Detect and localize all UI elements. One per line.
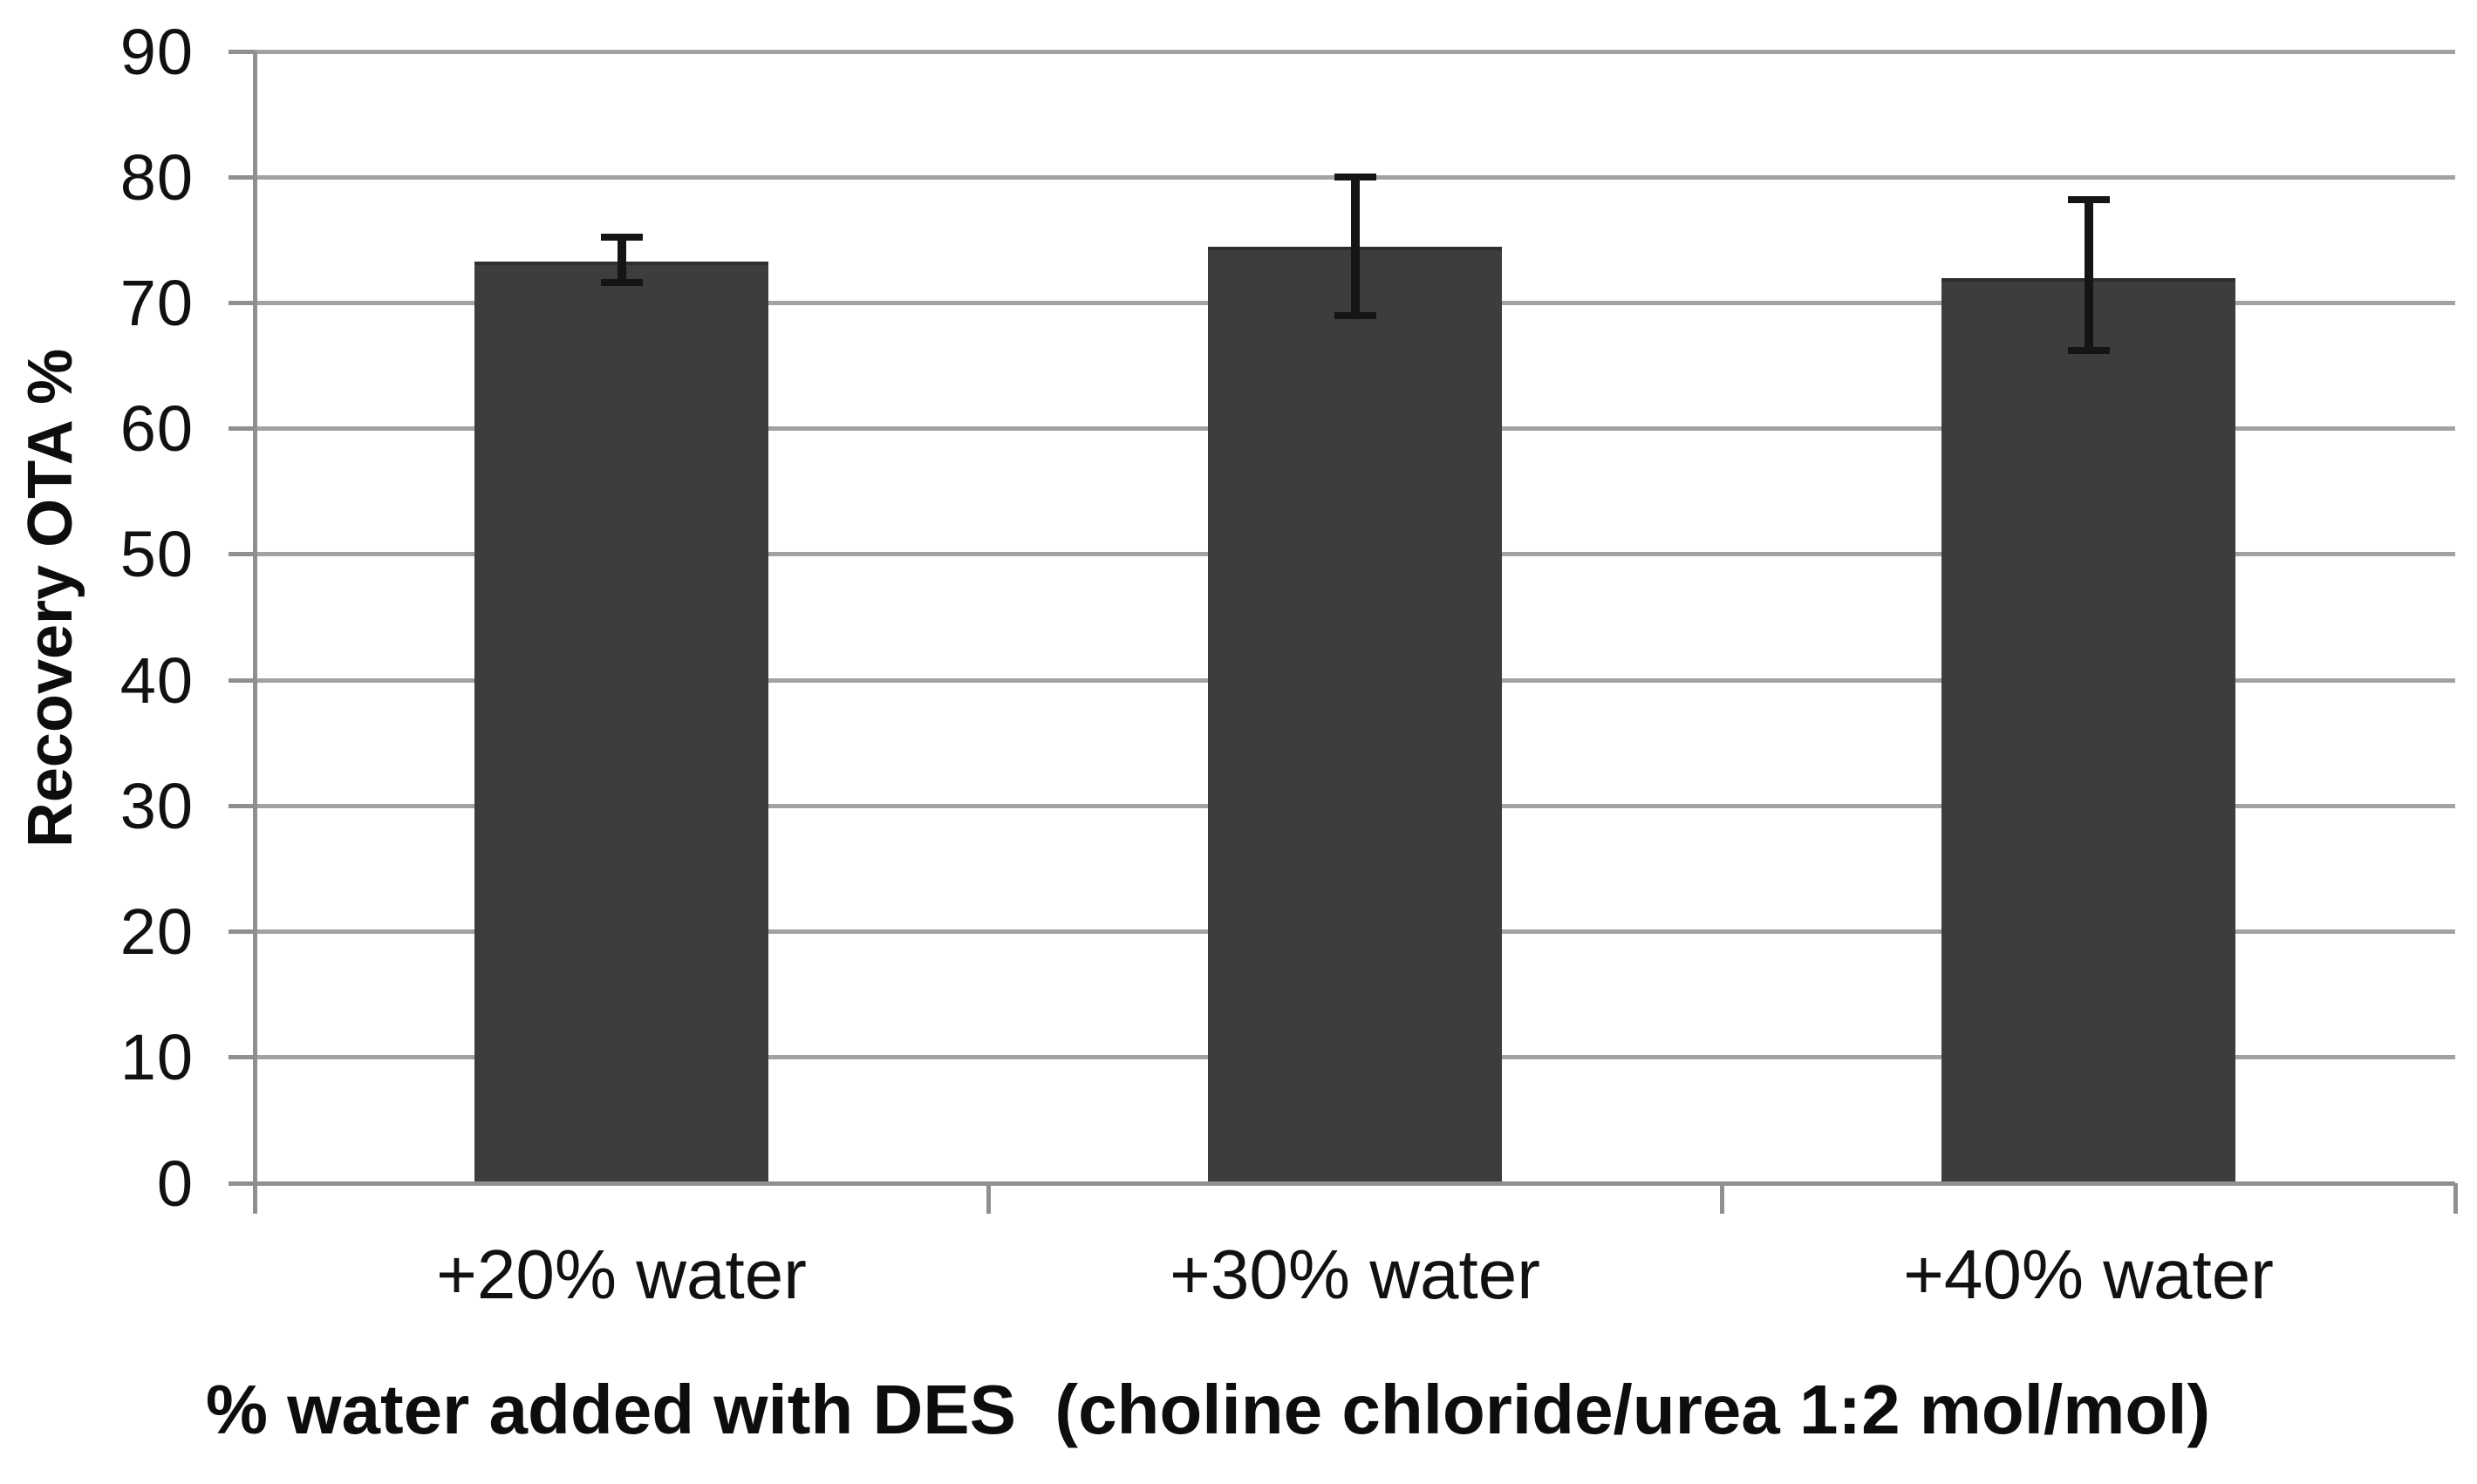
y-tick-label: 60 xyxy=(119,392,194,466)
x-category-label: +30% water xyxy=(1170,1236,1540,1313)
y-tick-label: 50 xyxy=(119,518,194,591)
x-axis-tick xyxy=(986,1183,991,1214)
error-bar-stem xyxy=(2084,200,2093,351)
error-bar-cap xyxy=(600,279,643,287)
y-axis-tick xyxy=(229,677,255,683)
bar-40-water xyxy=(1941,277,2235,1183)
y-axis-tick xyxy=(229,300,255,305)
error-bar-stem xyxy=(1350,177,1360,316)
bar-30-water xyxy=(1208,246,1502,1183)
y-tick-label: 70 xyxy=(119,266,194,339)
y-axis-tick xyxy=(229,929,255,935)
x-category-label: +40% water xyxy=(1903,1236,2274,1313)
y-tick-label: 20 xyxy=(119,895,194,969)
y-axis-line xyxy=(252,51,257,1214)
error-bar-cap xyxy=(2067,347,2110,355)
x-category-label: +20% water xyxy=(436,1236,807,1313)
error-bar-cap xyxy=(2067,196,2110,204)
gridline xyxy=(255,49,2455,54)
bar-20-water xyxy=(474,261,768,1183)
error-bar-cap xyxy=(1334,311,1376,319)
y-tick-label: 10 xyxy=(119,1021,194,1094)
y-axis-tick xyxy=(229,426,255,432)
error-bar-cap xyxy=(1334,174,1376,181)
error-bar-cap xyxy=(600,234,643,242)
y-axis-tick xyxy=(229,174,255,180)
y-axis-tick xyxy=(229,49,255,54)
y-axis-title: Recovery OTA % xyxy=(16,348,85,848)
y-axis-tick xyxy=(229,552,255,557)
y-tick-label: 40 xyxy=(119,643,194,717)
x-axis-tick xyxy=(1719,1183,1724,1214)
x-axis-tick xyxy=(2453,1183,2458,1214)
x-axis-title: % water added with DES (choline chloride… xyxy=(205,1371,2211,1448)
x-axis-line xyxy=(229,1181,2455,1186)
error-bar-stem xyxy=(617,237,626,283)
y-tick-label: 80 xyxy=(119,140,194,214)
y-tick-label: 30 xyxy=(119,769,194,842)
y-tick-label: 0 xyxy=(156,1147,194,1220)
y-axis-tick xyxy=(229,803,255,808)
y-tick-label: 90 xyxy=(119,15,194,88)
y-axis-tick xyxy=(229,1055,255,1060)
